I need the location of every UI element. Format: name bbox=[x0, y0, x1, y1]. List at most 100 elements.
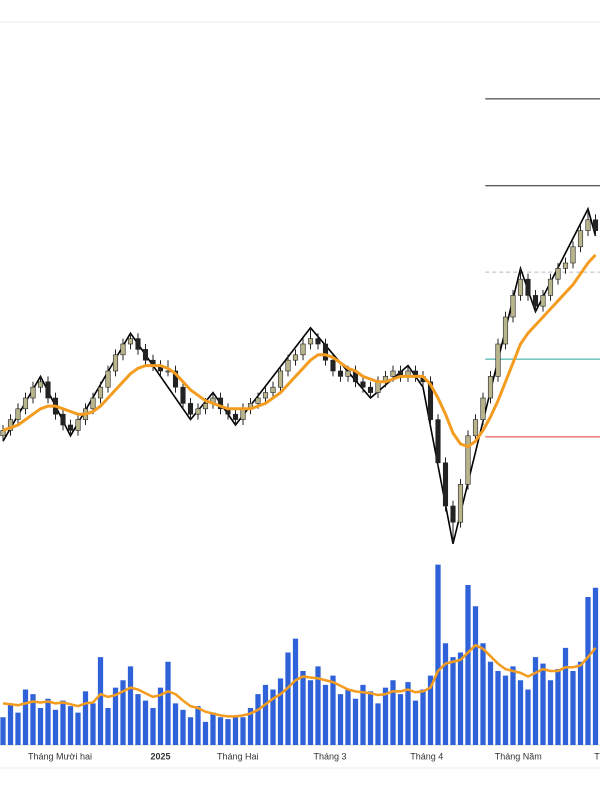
candle-body bbox=[292, 354, 299, 361]
candle-body bbox=[450, 505, 456, 523]
volume-bar bbox=[157, 687, 164, 745]
candle-body bbox=[465, 435, 471, 485]
volume-bar bbox=[97, 657, 104, 745]
candle-body bbox=[240, 408, 246, 420]
volume-bar bbox=[465, 584, 471, 745]
volume-bar bbox=[547, 680, 554, 745]
candle-body bbox=[15, 408, 21, 420]
candle-body bbox=[540, 295, 546, 307]
volume-bar bbox=[352, 698, 359, 745]
volume-bar bbox=[457, 652, 464, 745]
candle-body bbox=[22, 397, 29, 410]
candle-body bbox=[577, 230, 584, 248]
candle-body bbox=[255, 397, 261, 404]
candle-body bbox=[232, 413, 239, 420]
volume-bar bbox=[495, 671, 501, 745]
candle-body bbox=[30, 386, 36, 399]
candle-body bbox=[75, 419, 81, 431]
candle-body bbox=[127, 338, 134, 345]
volume-bar bbox=[435, 564, 441, 745]
candle-body bbox=[442, 462, 449, 507]
volume-bar bbox=[397, 694, 404, 745]
volume-bar bbox=[60, 700, 66, 745]
volume-bar bbox=[337, 694, 344, 745]
candle-body bbox=[427, 381, 434, 420]
candle-body bbox=[472, 419, 479, 437]
volume-bar bbox=[510, 666, 516, 745]
volume-bar bbox=[367, 691, 374, 745]
volume-bar bbox=[90, 703, 96, 745]
volume-bar bbox=[82, 691, 89, 745]
x-tick-label: Tháng Mười hai bbox=[28, 751, 92, 761]
volume-bar bbox=[562, 647, 569, 745]
volume-bar bbox=[532, 657, 539, 745]
volume-bar bbox=[172, 703, 179, 745]
volume-bar bbox=[195, 706, 201, 745]
candle-body bbox=[487, 376, 494, 399]
candle-body bbox=[555, 268, 561, 280]
volume-bar bbox=[255, 694, 261, 745]
volume-bar bbox=[502, 675, 509, 745]
ma-line bbox=[2, 253, 597, 449]
candle-body bbox=[142, 349, 149, 361]
candle-body bbox=[172, 370, 179, 388]
volume-bar bbox=[217, 717, 224, 745]
candle-body bbox=[360, 381, 366, 388]
volume-bar bbox=[322, 684, 329, 745]
volume-bar bbox=[330, 675, 336, 745]
volume-bar bbox=[187, 717, 194, 745]
candle-body bbox=[60, 413, 66, 426]
candle-body bbox=[480, 397, 486, 420]
candle-body bbox=[67, 424, 74, 431]
volume-bar bbox=[300, 671, 306, 745]
candle-body bbox=[135, 338, 141, 350]
volume-bar bbox=[345, 689, 351, 745]
volume-bar bbox=[165, 661, 171, 745]
volume-bar bbox=[22, 689, 29, 745]
volume-bar bbox=[127, 666, 134, 745]
candle-body bbox=[510, 295, 516, 318]
volume-bar bbox=[405, 682, 411, 745]
volume-bar bbox=[67, 706, 74, 745]
candle-body bbox=[195, 408, 201, 415]
x-tick-label: Tháng Năm bbox=[495, 751, 542, 761]
candle-body bbox=[105, 370, 111, 388]
candle-body bbox=[315, 338, 321, 345]
volume-bar bbox=[442, 643, 449, 745]
candle-body bbox=[330, 359, 336, 372]
volume-bar bbox=[52, 709, 59, 745]
volume-bar bbox=[555, 669, 561, 745]
candle-body bbox=[375, 381, 381, 393]
volume-bar bbox=[375, 703, 381, 745]
volume-bar bbox=[487, 661, 494, 745]
volume-bar bbox=[540, 663, 546, 745]
candle-body bbox=[202, 403, 209, 410]
volume-bar bbox=[450, 657, 456, 745]
volume-bar bbox=[45, 698, 51, 745]
volume-bar bbox=[202, 721, 209, 745]
volume-bar bbox=[150, 708, 156, 745]
volume-bar bbox=[525, 689, 531, 745]
volume-bar bbox=[360, 684, 366, 745]
candle-body bbox=[187, 403, 194, 415]
volume-bar bbox=[592, 587, 599, 745]
volume-bar bbox=[105, 708, 111, 745]
volume-bar bbox=[135, 694, 141, 745]
candle-body bbox=[7, 419, 14, 431]
volume-bar bbox=[270, 689, 276, 745]
volume-bar bbox=[0, 717, 6, 745]
volume-bar bbox=[120, 680, 126, 745]
volume-bar bbox=[240, 717, 246, 745]
x-tick-label: Tháng 3 bbox=[313, 751, 346, 761]
candle-body bbox=[285, 359, 291, 372]
candle-body bbox=[45, 381, 51, 399]
candle-body bbox=[495, 343, 501, 377]
candle-body bbox=[97, 386, 104, 399]
volume-bar bbox=[37, 708, 44, 745]
x-tick-label: 2025 bbox=[150, 751, 170, 761]
x-tick-label: T bbox=[594, 751, 600, 761]
volume-bar bbox=[285, 652, 291, 745]
candle-body bbox=[307, 338, 314, 345]
